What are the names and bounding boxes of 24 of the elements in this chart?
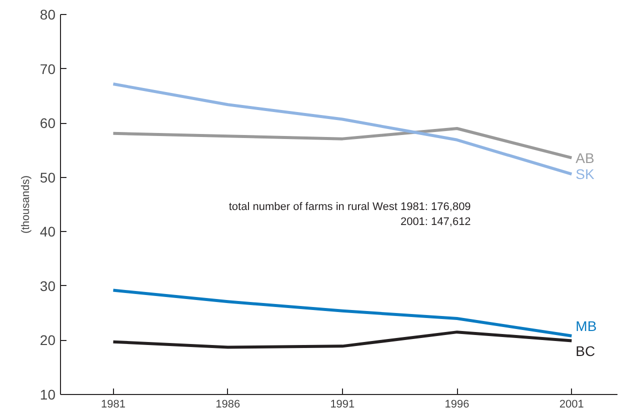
x-tick-label: 1996	[444, 398, 470, 410]
line-series	[112, 288, 574, 338]
y-tick-label: 60	[40, 115, 56, 132]
line-series	[112, 82, 574, 176]
annotation: total number of farms in rural West 1981: 176,809	[228, 201, 471, 214]
line-series	[112, 330, 574, 349]
y-axis-title: (thousands)	[20, 175, 32, 234]
line-series	[112, 127, 574, 160]
series-label: BC	[576, 342, 596, 359]
y-tick-label: 70	[40, 60, 56, 77]
x-tick-label: 2001	[559, 398, 584, 410]
y-tick-label: 20	[40, 332, 56, 348]
x-tick-label: 1986	[216, 398, 240, 410]
series-label: AB	[576, 150, 594, 166]
x-tick-label: 1991	[330, 398, 355, 410]
y-tick-label: 80	[40, 6, 56, 22]
series-label: SK	[576, 166, 595, 182]
x-tick-label: 1981	[100, 398, 126, 410]
y-tick-label: 40	[40, 224, 56, 240]
series-label: MB	[576, 318, 597, 334]
y-tick-label: 30	[40, 278, 56, 294]
y-tick-label: 10	[40, 386, 56, 402]
annotation: 2001: 147,612	[400, 216, 471, 228]
y-tick-label: 50	[40, 169, 56, 186]
